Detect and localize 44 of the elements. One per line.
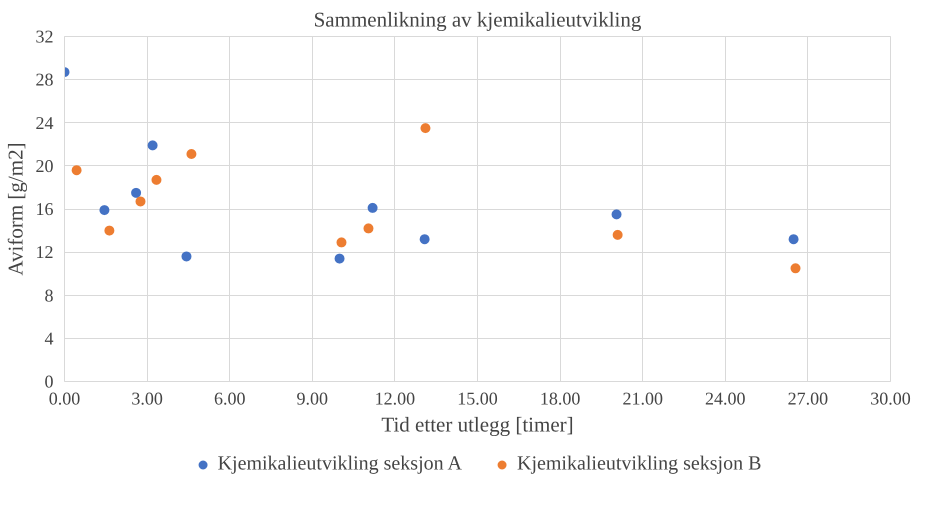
point bbox=[135, 196, 146, 206]
point bbox=[420, 234, 430, 244]
x-tick-label: 15.00 bbox=[457, 388, 498, 408]
point bbox=[336, 237, 346, 248]
point bbox=[99, 205, 110, 216]
x-tick-label: 6.00 bbox=[214, 388, 246, 408]
x-tick-label: 0.00 bbox=[48, 388, 80, 408]
x-tick-label: 3.00 bbox=[131, 388, 163, 408]
point bbox=[72, 165, 82, 176]
x-tick-label: 9.00 bbox=[296, 388, 328, 408]
point bbox=[363, 223, 374, 234]
y-tick-label: 24 bbox=[36, 112, 54, 133]
chart-title: Sammenlikning av kjemikalieutvikling bbox=[314, 8, 642, 32]
point bbox=[148, 140, 158, 150]
y-tick-label: 16 bbox=[36, 199, 54, 219]
point bbox=[368, 202, 378, 213]
x-tick-label: 30.00 bbox=[870, 388, 911, 408]
point bbox=[612, 230, 623, 240]
y-tick-label: 4 bbox=[44, 328, 54, 348]
legend-label: Kjemikalieutvikling seksjon A bbox=[218, 452, 462, 476]
x-tick-label: 18.00 bbox=[540, 388, 580, 408]
y-tick-label: 28 bbox=[36, 70, 54, 90]
point bbox=[186, 149, 196, 160]
point bbox=[334, 254, 345, 264]
point bbox=[151, 174, 162, 185]
x-axis-title: Tid etter utlegg [timer] bbox=[381, 412, 574, 436]
y-tick-label: 0 bbox=[44, 372, 54, 392]
x-tick-label: 12.00 bbox=[374, 388, 416, 408]
point bbox=[420, 123, 430, 134]
y-tick-label: 20 bbox=[36, 156, 54, 176]
point bbox=[181, 251, 192, 262]
point bbox=[790, 263, 801, 274]
y-tick-label: 8 bbox=[44, 285, 54, 306]
point bbox=[788, 234, 799, 244]
point bbox=[612, 209, 622, 220]
x-tick-label: 24.00 bbox=[705, 388, 746, 408]
y-tick-label: 32 bbox=[36, 26, 54, 46]
x-tick-label: 21.00 bbox=[622, 388, 663, 408]
point bbox=[104, 226, 114, 236]
legend-label: Kjemikalieutvikling seksjon B bbox=[517, 452, 762, 476]
x-tick-label: 27.00 bbox=[788, 388, 828, 408]
point bbox=[131, 188, 142, 198]
y-axis-title: Aviform [g/m2] bbox=[4, 142, 28, 276]
y-tick-label: 12 bbox=[36, 242, 54, 262]
